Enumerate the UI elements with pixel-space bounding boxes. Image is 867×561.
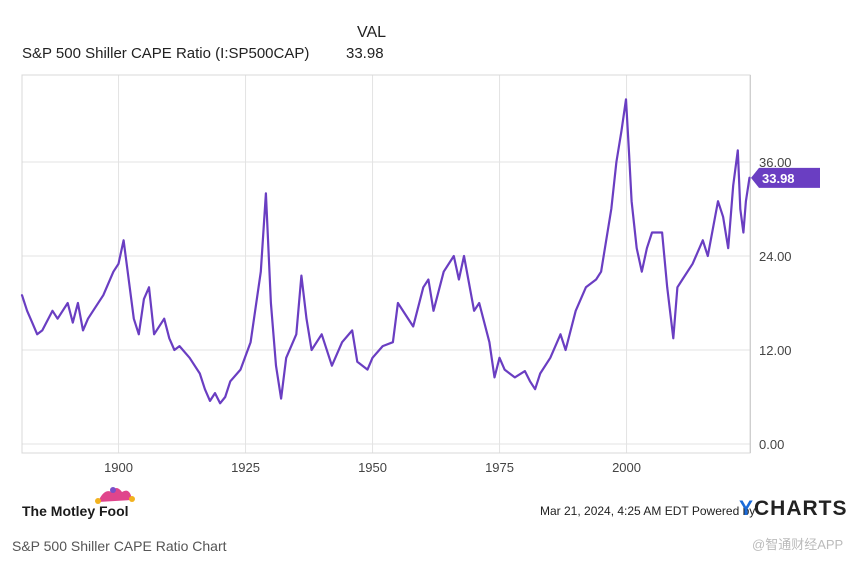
ycharts-logo[interactable]: YCHARTS (739, 497, 848, 521)
footer-timestamp: Mar 21, 2024, 4:25 AM EDT Powered by (540, 504, 755, 518)
legend-series-value: 33.98 (346, 45, 384, 62)
figure-caption: S&P 500 Shiller CAPE Ratio Chart (12, 538, 227, 554)
powered-by-text: Powered by (691, 504, 756, 518)
last-value-badge: 33.98 (751, 167, 820, 188)
x-tick-label: 1975 (485, 460, 514, 475)
x-tick-layer: 1900 1925 1950 1975 2000 (104, 460, 641, 475)
y-tick-layer: 0.00 12.00 24.00 36.00 (759, 155, 792, 452)
y-tick-label: 36.00 (759, 155, 792, 170)
motley-fool-logo-icon (95, 487, 135, 504)
legend-header: VAL (357, 24, 387, 41)
x-tick-label: 1900 (104, 460, 133, 475)
y-tick-label: 0.00 (759, 437, 784, 452)
last-value-label: 33.98 (762, 171, 795, 186)
y-tick-label: 12.00 (759, 343, 792, 358)
timestamp-text: Mar 21, 2024, 4:25 AM EDT (540, 504, 689, 518)
watermark: @智通财经APP (752, 537, 844, 552)
publisher-name: The Motley Fool (22, 503, 129, 519)
y-axis-line (750, 75, 751, 453)
x-tick-label: 1950 (358, 460, 387, 475)
ycharts-logo-text: CHARTS (754, 497, 848, 520)
x-tick-label: 2000 (612, 460, 641, 475)
legend-series-name: S&P 500 Shiller CAPE Ratio (I:SP500CAP) (22, 45, 310, 62)
last-value-badge-shape (751, 167, 820, 188)
series-line-cape-ratio (20, 98, 751, 405)
y-tick-label: 24.00 (759, 249, 792, 264)
x-tick-label: 1925 (231, 460, 260, 475)
ycharts-logo-y: Y (739, 497, 755, 520)
series-layer (20, 98, 751, 405)
